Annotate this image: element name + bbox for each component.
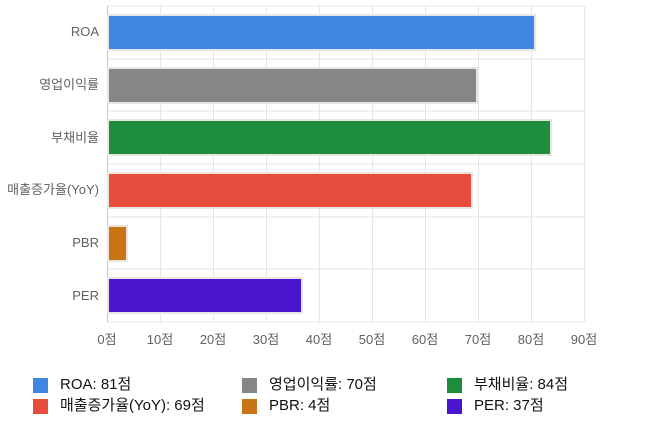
x-tick-label: 40점 bbox=[305, 332, 333, 347]
legend-item-5[interactable]: PER: 37점 bbox=[447, 397, 544, 415]
legend-swatch-icon bbox=[33, 398, 48, 414]
category-gridline bbox=[107, 163, 584, 165]
x-tick-label: 70점 bbox=[464, 332, 492, 347]
category-label: PER bbox=[72, 287, 99, 303]
value-gridline bbox=[372, 6, 373, 322]
value-gridline bbox=[584, 6, 585, 322]
legend-item-4[interactable]: PBR: 4점 bbox=[242, 397, 330, 415]
category-gridline bbox=[107, 5, 584, 7]
value-gridline bbox=[160, 6, 161, 322]
category-gridline bbox=[107, 57, 584, 60]
legend-swatch-icon bbox=[447, 398, 462, 414]
x-tick-label: 10점 bbox=[146, 332, 174, 347]
x-tick-label: 30점 bbox=[252, 332, 280, 347]
x-tick-label: 80점 bbox=[517, 332, 545, 347]
category-gridline bbox=[107, 110, 584, 113]
value-gridline bbox=[319, 6, 320, 322]
value-gridline bbox=[531, 6, 532, 322]
x-tick-label: 20점 bbox=[199, 332, 227, 347]
legend-item-3[interactable]: 매출증가율(YoY): 69점 bbox=[33, 397, 205, 415]
legend-swatch-icon bbox=[242, 398, 257, 414]
legend-label: PER: 37점 bbox=[474, 397, 544, 414]
legend-item-2[interactable]: 부채비율: 84점 bbox=[447, 376, 568, 394]
legend-item-0[interactable]: ROA: 81점 bbox=[33, 376, 131, 394]
bar-2[interactable] bbox=[107, 119, 553, 157]
category-label: ROA bbox=[70, 24, 99, 40]
bar-5[interactable] bbox=[107, 277, 304, 315]
legend-label: 영업이익률: 70점 bbox=[269, 376, 377, 393]
legend-label: 매출증가율(YoY): 69점 bbox=[60, 397, 205, 414]
legend-swatch-icon bbox=[33, 377, 48, 393]
x-tick-label: 60점 bbox=[411, 332, 439, 347]
legend-label: 부채비율: 84점 bbox=[474, 376, 569, 393]
bar-0[interactable] bbox=[107, 13, 537, 51]
legend-label: ROA: 81점 bbox=[60, 376, 132, 393]
category-label: 매출증가율(YoY) bbox=[7, 182, 99, 198]
value-gridline bbox=[213, 6, 214, 322]
x-tick-label: 0점 bbox=[97, 332, 117, 347]
category-label: PBR bbox=[72, 235, 99, 250]
x-tick-label: 50점 bbox=[358, 332, 386, 347]
category-label: 영업이익률 bbox=[39, 77, 99, 92]
bar-3[interactable] bbox=[107, 171, 473, 209]
value-gridline bbox=[425, 6, 426, 322]
category-gridline bbox=[107, 215, 584, 218]
legend-swatch-icon bbox=[242, 377, 257, 393]
value-gridline bbox=[478, 6, 479, 322]
legend-item-1[interactable]: 영업이익률: 70점 bbox=[242, 376, 377, 394]
category-gridline bbox=[107, 268, 584, 271]
category-gridline bbox=[107, 321, 584, 323]
bar-1[interactable] bbox=[107, 66, 478, 104]
value-gridline bbox=[266, 6, 267, 322]
category-label: 부채비율 bbox=[51, 129, 99, 145]
legend-label: PBR: 4점 bbox=[269, 397, 331, 414]
bar-4[interactable] bbox=[107, 224, 129, 262]
axis-baseline bbox=[107, 6, 108, 322]
x-tick-label: 90점 bbox=[570, 332, 598, 347]
legend-swatch-icon bbox=[447, 377, 462, 393]
